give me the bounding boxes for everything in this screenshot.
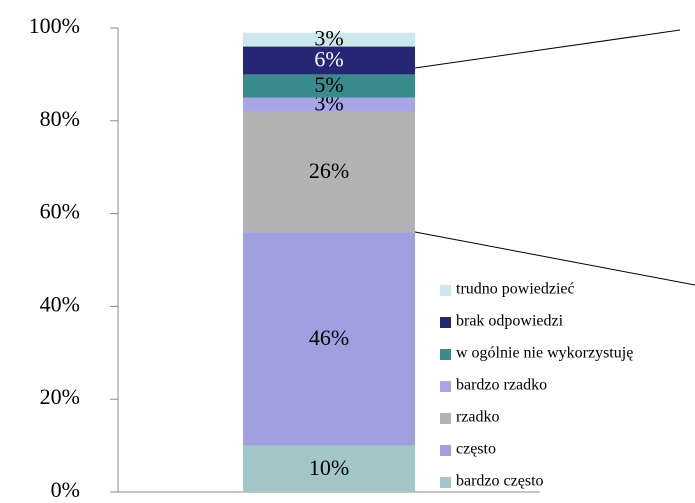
- y-tick-label: 100%: [29, 13, 80, 38]
- bar-segment: [243, 111, 415, 233]
- y-tick-label: 0%: [51, 477, 80, 502]
- legend-swatch: [440, 477, 451, 488]
- value-label: 5%: [314, 72, 343, 97]
- legend-swatch: [440, 381, 451, 392]
- legend-label: bardzo często: [456, 473, 544, 490]
- y-tick-label: 60%: [40, 199, 80, 224]
- legend-swatch: [440, 285, 451, 296]
- legend-label: w ogólnie nie wykorzystuję: [456, 345, 633, 362]
- y-tick-label: 20%: [40, 384, 80, 409]
- y-tick-label: 40%: [40, 291, 80, 316]
- bar-segment: [243, 74, 415, 98]
- bar-segment: [243, 97, 415, 112]
- bar-segment: [243, 232, 415, 446]
- bar-segment: [243, 46, 415, 75]
- legend-label: trudno powiedzieć: [456, 281, 575, 298]
- connector-line: [414, 231, 695, 286]
- legend-label: rzadko: [456, 409, 500, 426]
- legend-swatch: [440, 349, 451, 360]
- bar-segment: [243, 32, 415, 47]
- value-label: 3%: [314, 26, 343, 51]
- legend-label: brak odpowiedzi: [456, 313, 564, 330]
- value-label: 6%: [314, 47, 343, 72]
- legend-label: często: [456, 441, 496, 458]
- value-label: 26%: [309, 158, 349, 183]
- y-tick-label: 80%: [40, 106, 80, 131]
- bar-segment: [243, 445, 415, 492]
- value-label: 46%: [309, 325, 349, 350]
- value-label: 10%: [309, 455, 349, 480]
- legend-swatch: [440, 413, 451, 424]
- legend-swatch: [440, 317, 451, 328]
- legend-label: bardzo rzadko: [456, 377, 547, 394]
- legend-swatch: [440, 445, 451, 456]
- connector-line: [414, 29, 681, 69]
